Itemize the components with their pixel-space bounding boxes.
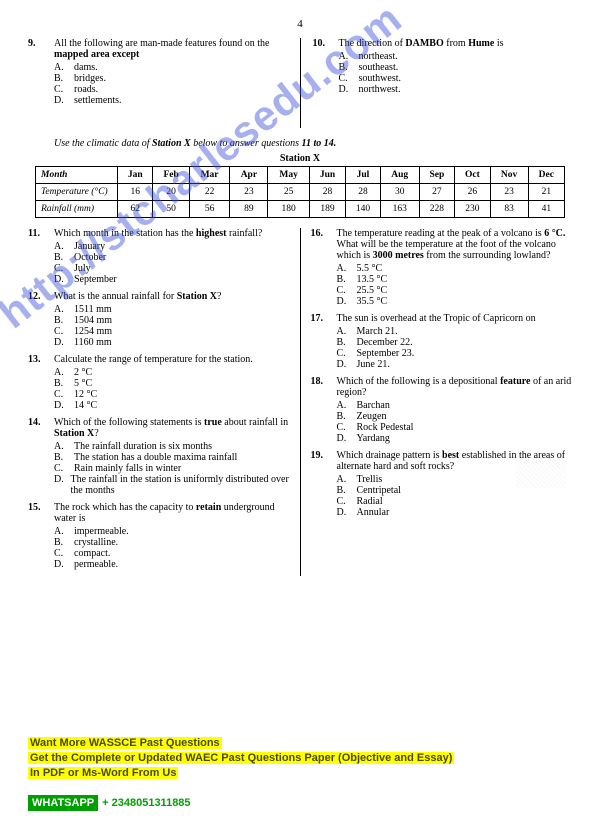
promo-line-3: In PDF or Ms-Word From Us <box>28 767 178 779</box>
question-12: 12. What is the annual rainfall for Stat… <box>28 291 290 348</box>
whatsapp-contact: WHATSAPP+ 2348051311885 <box>28 797 195 809</box>
option-a: A.northeast. <box>339 51 573 62</box>
table-title: Station X <box>28 153 572 164</box>
option-c: C.southwest. <box>339 73 573 84</box>
option-b: B.southeast. <box>339 62 573 73</box>
table-header-row: MonthJanFebMarAprMayJunJulAugSepOctNovDe… <box>36 167 565 184</box>
question-17: 17. The sun is overhead at the Tropic of… <box>311 313 573 370</box>
option-d: D.settlements. <box>54 95 288 106</box>
option-c: C.roads. <box>54 84 288 95</box>
option-b: B.bridges. <box>54 73 288 84</box>
promo-line-1: Want More WASSCE Past Questions <box>28 737 222 749</box>
question-13: 13. Calculate the range of temperature f… <box>28 354 290 411</box>
whatsapp-label: WHATSAPP <box>28 795 98 811</box>
question-16: 16. The temperature reading at the peak … <box>311 228 573 307</box>
question-stem: The direction of DAMBO from Hume is <box>339 38 573 49</box>
scan-artifact <box>516 458 566 488</box>
whatsapp-number: + 2348051311885 <box>98 795 194 811</box>
question-11: 11. Which month in the station has the h… <box>28 228 290 285</box>
promo-line-2: Get the Complete or Updated WAEC Past Qu… <box>28 752 454 764</box>
question-10: 10. The direction of DAMBO from Hume is … <box>313 38 573 95</box>
page-number: 4 <box>28 18 572 30</box>
question-15: 15. The rock which has the capacity to r… <box>28 502 290 570</box>
question-18: 18. Which of the following is a depositi… <box>311 376 573 444</box>
table-row: Rainfall (mm)625056891801891401632282308… <box>36 201 565 218</box>
column-divider <box>300 228 301 576</box>
option-d: D.northwest. <box>339 84 573 95</box>
table-row: Temperature (°C)162022232528283027262321 <box>36 184 565 201</box>
questions-9-10-row: 9. All the following are man-made featur… <box>28 38 572 128</box>
column-divider <box>300 38 301 128</box>
question-9: 9. All the following are man-made featur… <box>28 38 288 106</box>
question-stem: All the following are man-made features … <box>54 38 288 60</box>
option-a: A.dams. <box>54 62 288 73</box>
question-14: 14. Which of the following statements is… <box>28 417 290 496</box>
question-number: 10. <box>313 38 339 95</box>
question-number: 9. <box>28 38 54 106</box>
climate-table: MonthJanFebMarAprMayJunJulAugSepOctNovDe… <box>35 166 565 218</box>
questions-two-column: 11. Which month in the station has the h… <box>28 228 572 576</box>
promo-banner: Want More WASSCE Past Questions Get the … <box>28 736 572 781</box>
table-instruction: Use the climatic data of Station X below… <box>54 138 572 149</box>
